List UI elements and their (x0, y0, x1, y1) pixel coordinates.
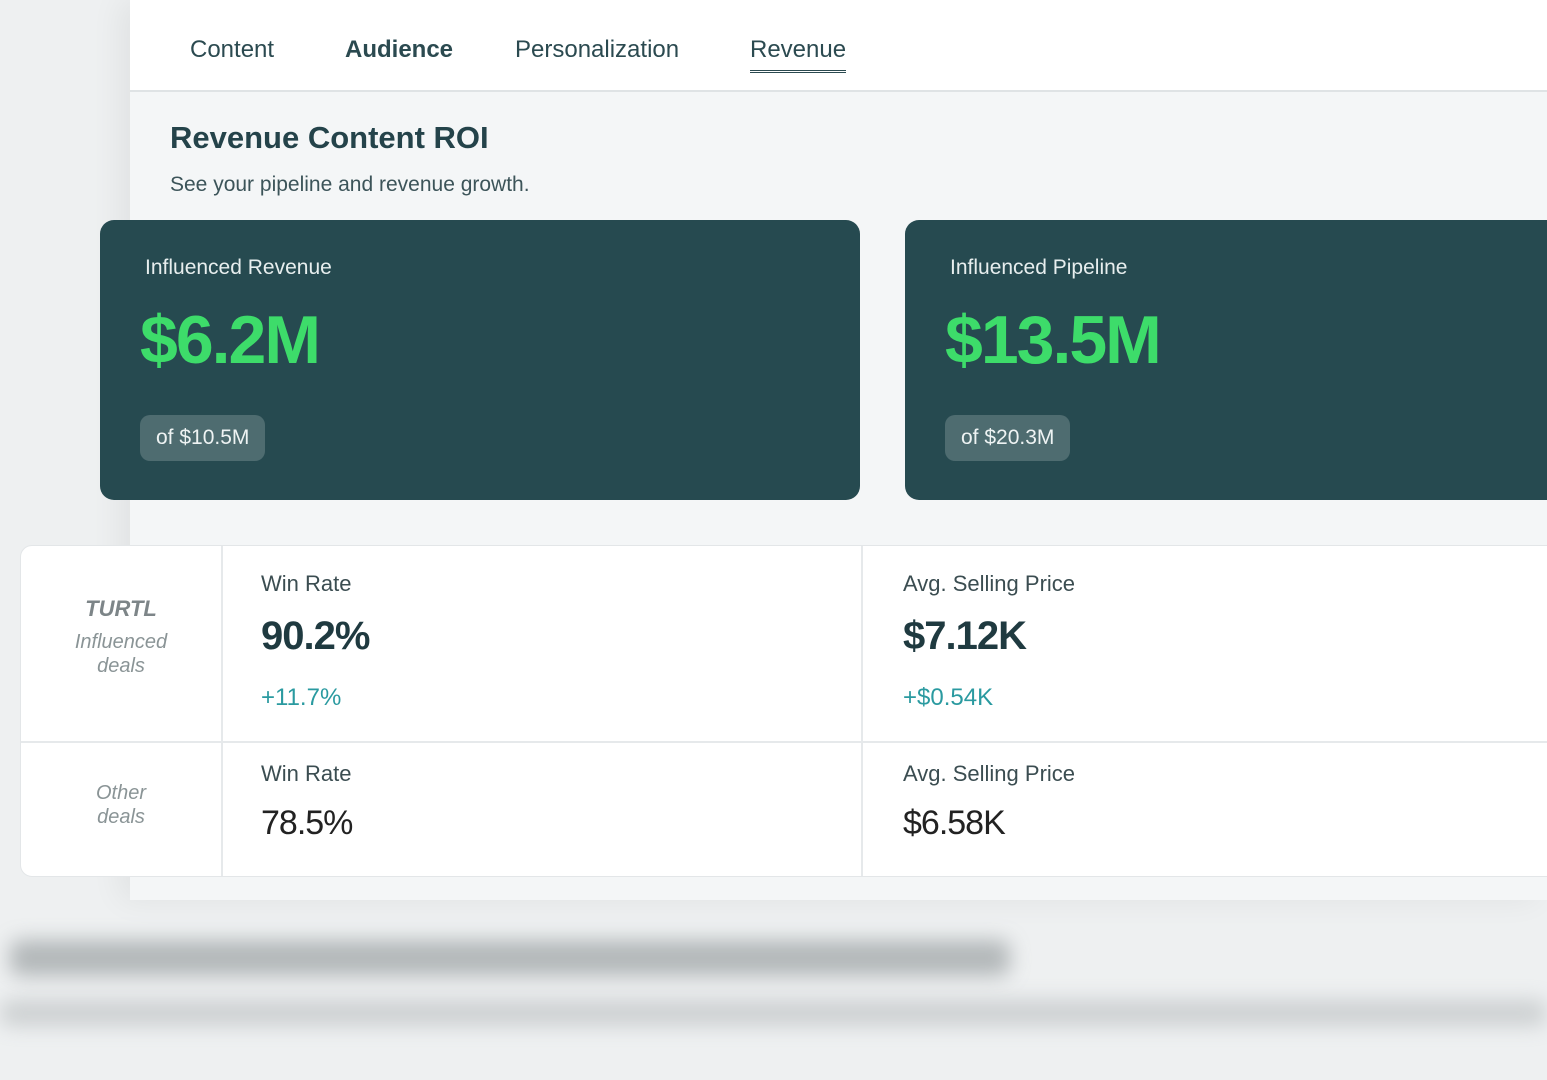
asp-cell: Avg. Selling Price $6.58K (863, 741, 1547, 876)
tab-revenue[interactable]: Revenue (750, 36, 847, 73)
tab-personalization[interactable]: Personalization (515, 36, 680, 63)
win-rate-cell: Win Rate 90.2% +11.7% (221, 546, 863, 741)
card-label: Influenced Revenue (145, 256, 332, 279)
tab-content[interactable]: Content (190, 36, 275, 63)
win-rate-cell: Win Rate 78.5% (221, 741, 863, 876)
metric-delta: +11.7% (261, 684, 342, 711)
influenced-pipeline-card: Influenced Pipeline $13.5M of $20.3M (905, 220, 1547, 500)
blurred-text (0, 1000, 1547, 1026)
page-title: Revenue Content ROI (170, 120, 489, 155)
metric-value: 78.5% (261, 804, 353, 842)
blurred-heading (10, 940, 1010, 976)
card-total-badge: of $20.3M (945, 415, 1071, 461)
metric-value: $7.12K (903, 614, 1027, 658)
row-header: Other deals (21, 741, 223, 876)
row-header: TURTL Influenced deals (21, 546, 223, 741)
metric-label: Win Rate (261, 761, 352, 786)
metric-value: $6.58K (903, 804, 1006, 842)
card-total-badge: of $10.5M (140, 415, 266, 461)
turtl-logo: TURTL (85, 596, 157, 621)
card-label: Influenced Pipeline (950, 256, 1128, 279)
influenced-revenue-card: Influenced Revenue $6.2M of $10.5M (100, 220, 860, 500)
dashboard-panel: Content Audience Personalization Revenue… (20, 0, 1547, 900)
page-subtitle: See your pipeline and revenue growth. (170, 173, 530, 196)
table-row-turtl: TURTL Influenced deals Win Rate 90.2% +1… (21, 546, 1547, 743)
card-value: $6.2M (140, 302, 321, 378)
metric-label: Avg. Selling Price (903, 761, 1076, 786)
deal-comparison-table: TURTL Influenced deals Win Rate 90.2% +1… (20, 545, 1547, 877)
tab-audience[interactable]: Audience (345, 36, 454, 63)
metric-label: Win Rate (261, 571, 352, 596)
asp-cell: Avg. Selling Price $7.12K +$0.54K (863, 546, 1547, 741)
row-label: Other deals (95, 782, 147, 828)
card-value: $13.5M (945, 302, 1162, 378)
table-row-other: Other deals Win Rate 78.5% Avg. Selling … (21, 741, 1547, 876)
row-label: Influenced deals (74, 631, 168, 677)
metric-delta: +$0.54K (903, 684, 994, 711)
tab-bar: Content Audience Personalization Revenue (130, 0, 1547, 92)
metric-label: Avg. Selling Price (903, 571, 1076, 596)
metric-value: 90.2% (261, 614, 370, 658)
